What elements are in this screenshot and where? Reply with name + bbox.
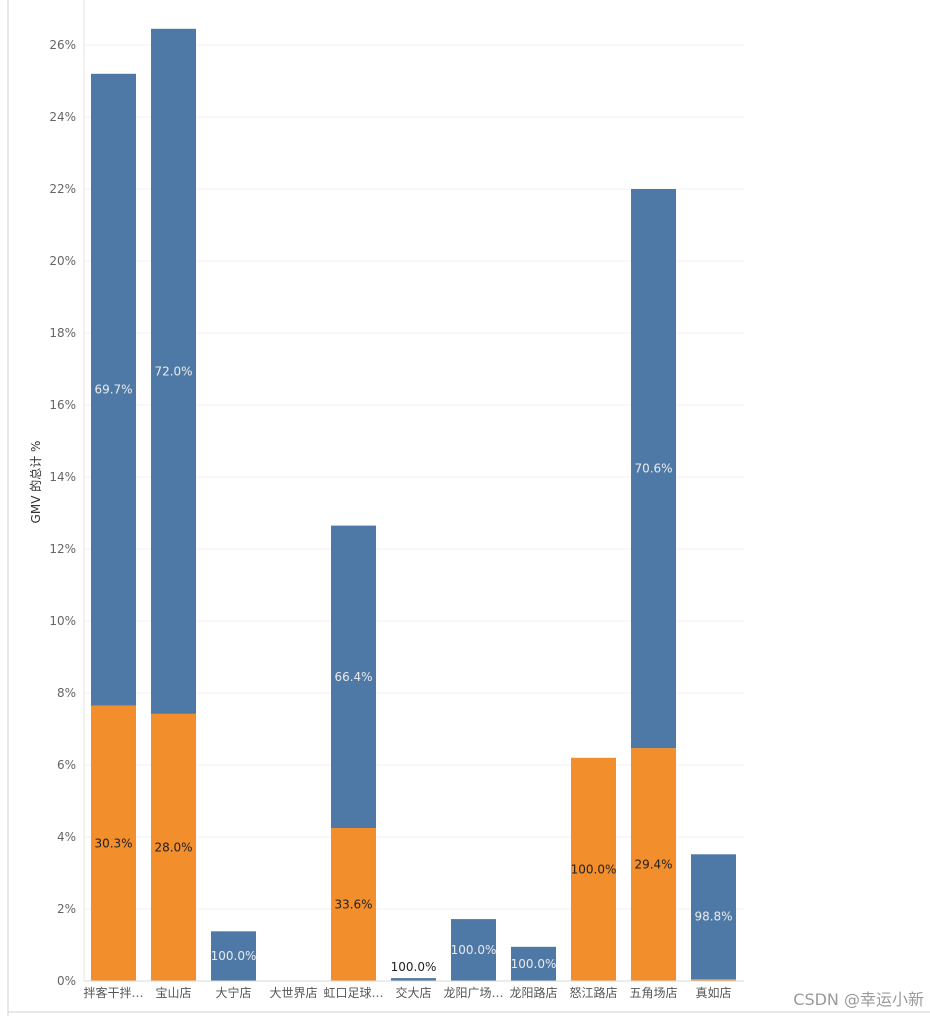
y-tick-label: 16% [49, 398, 76, 412]
bar-data-label: 66.4% [334, 670, 372, 684]
bar-segment [91, 73, 136, 706]
bar-data-label: 28.0% [154, 840, 192, 854]
y-tick-label: 10% [49, 614, 76, 628]
x-category-label: 拌客干拌… [83, 985, 143, 1000]
bar-data-label: 69.7% [94, 383, 132, 397]
bar-data-label: 100.0% [391, 960, 437, 974]
y-tick-label: 0% [57, 974, 76, 988]
bar-data-label: 100.0% [571, 862, 617, 876]
bar-data-label: 100.0% [211, 949, 257, 963]
y-tick-label: 20% [49, 254, 76, 268]
bar-segment [571, 757, 616, 981]
y-tick-label: 6% [57, 758, 76, 772]
bar-segment [331, 525, 376, 828]
bar-data-label: 98.8% [694, 910, 732, 924]
watermark: CSDN @幸运小新 [793, 990, 924, 1009]
bar-segment [511, 946, 556, 981]
x-category-label: 交大店 [395, 985, 431, 1000]
x-category-label: 龙阳路店 [509, 985, 557, 1000]
x-category-label: 宝山店 [155, 986, 191, 1000]
y-tick-label: 8% [57, 686, 76, 700]
bar-segment [391, 978, 436, 981]
y-tick-label: 24% [49, 110, 76, 124]
bar-data-label: 72.0% [154, 364, 192, 378]
y-tick-label: 12% [49, 542, 76, 556]
y-tick-label: 22% [49, 182, 76, 196]
bar-segment [451, 919, 496, 981]
x-category-label: 真如店 [695, 985, 731, 1000]
bar-data-label: 100.0% [451, 943, 497, 957]
x-category-label: 怒江路店 [569, 985, 617, 1000]
y-tick-label: 4% [57, 830, 76, 844]
bar-segment [151, 713, 196, 981]
bar-data-label: 100.0% [511, 957, 557, 971]
bar-data-label: 70.6% [634, 462, 672, 476]
x-category-label: 大世界店 [269, 986, 317, 1000]
bar-segment [91, 705, 136, 981]
y-tick-label: 26% [49, 38, 76, 52]
y-tick-label: 14% [49, 470, 76, 484]
bar-segment [631, 189, 676, 749]
bar-data-label: 33.6% [334, 898, 372, 912]
bar-segment [151, 28, 196, 714]
x-category-label: 虹口足球… [323, 986, 383, 1000]
y-tick-label: 2% [57, 902, 76, 916]
x-category-label: 大宁店 [215, 985, 251, 1000]
bars [91, 28, 736, 981]
x-category-label: 龙阳广场… [443, 986, 503, 1000]
bar-segment [631, 748, 676, 981]
bar-labels: 30.3% 69.7% 28.0% 72.0% 100.0% 33.6% 66.4% 100.… [94, 364, 732, 974]
x-axis-categories: 拌客干拌… 宝山店 大宁店 大世界店 虹口足球… 交大店 龙阳广场… 龙阳路店 怒江路店 五角场店… [83, 985, 731, 1000]
bar-segment [211, 931, 256, 981]
bar-segment [331, 828, 376, 981]
bar-data-label: 30.3% [94, 836, 132, 850]
bar-segment [691, 854, 736, 980]
y-tick-label: 18% [49, 326, 76, 340]
bar-segment [691, 979, 736, 981]
bar-data-label: 29.4% [634, 858, 672, 872]
y-axis-ticks: 0% 2% 4% 6% 8% 10% 12% 14% 16% 18% 20% 22% 24% 26% [49, 38, 76, 988]
y-axis-label: GMV 的总计 % [28, 441, 43, 524]
x-category-label: 五角场店 [629, 986, 677, 1000]
